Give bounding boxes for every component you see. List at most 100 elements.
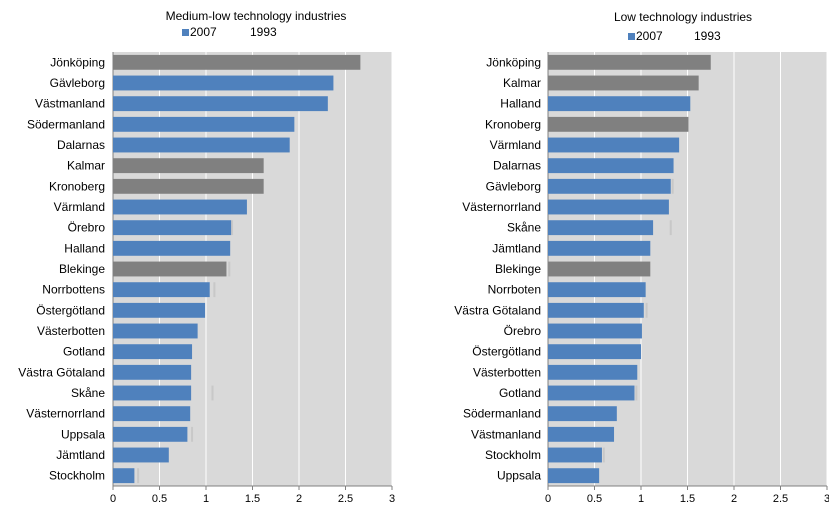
x-tick-label: 0 bbox=[545, 493, 551, 505]
category-label: Jönköping bbox=[486, 55, 541, 69]
x-tick-label: 2 bbox=[731, 493, 737, 505]
bar-1993 bbox=[213, 282, 216, 298]
bar-2007 bbox=[113, 447, 169, 463]
x-tick-label: 2.5 bbox=[338, 493, 353, 505]
chart-title: Low technology industries bbox=[614, 10, 752, 24]
category-label: Gotland bbox=[63, 345, 105, 359]
bar-2007 bbox=[113, 385, 192, 401]
category-label: Östergötland bbox=[472, 345, 541, 359]
bar-2007 bbox=[113, 158, 264, 174]
bar-2007 bbox=[113, 96, 328, 112]
x-tick-label: 1.5 bbox=[680, 493, 695, 505]
legend-label-2007: 2007 bbox=[636, 29, 663, 43]
category-label: Västernorrland bbox=[462, 200, 541, 214]
bar-2007 bbox=[548, 75, 699, 91]
category-label: Dalarnas bbox=[493, 159, 541, 173]
bar-2007 bbox=[113, 426, 188, 442]
x-tick-label: 1.5 bbox=[245, 493, 260, 505]
bar-2007 bbox=[548, 406, 617, 422]
category-label: Dalarnas bbox=[57, 138, 105, 152]
bar-1993 bbox=[228, 261, 231, 277]
bar-2007 bbox=[113, 344, 193, 360]
bar-2007 bbox=[113, 302, 206, 318]
category-label: Södermanland bbox=[27, 117, 105, 131]
category-label: Västernorrland bbox=[26, 407, 105, 421]
bar-1993 bbox=[635, 385, 638, 401]
bar-2007 bbox=[113, 199, 247, 215]
bar-2007 bbox=[548, 302, 644, 318]
x-tick-label: 2.5 bbox=[773, 493, 788, 505]
category-label: Skåne bbox=[71, 386, 105, 400]
category-label: Östergötland bbox=[36, 303, 105, 317]
legend-label-1993: 1993 bbox=[250, 25, 277, 39]
bar-2007 bbox=[548, 240, 651, 256]
bar-2007 bbox=[548, 96, 691, 112]
bar-2007 bbox=[548, 385, 635, 401]
category-label: Halland bbox=[500, 97, 541, 111]
category-label: Skåne bbox=[507, 221, 541, 235]
bar-2007 bbox=[113, 364, 192, 380]
category-label: Södermanland bbox=[463, 407, 541, 421]
bar-2007 bbox=[548, 468, 600, 484]
bar-2007 bbox=[113, 116, 295, 132]
category-label: Gävleborg bbox=[50, 76, 105, 90]
bar-1993 bbox=[602, 447, 605, 463]
category-label: Uppsala bbox=[61, 427, 105, 441]
legend-label-1993: 1993 bbox=[694, 29, 721, 43]
legend-swatch-1993 bbox=[684, 33, 691, 40]
legend-swatch-2007 bbox=[182, 29, 189, 36]
category-label: Kalmar bbox=[67, 159, 105, 173]
bar-1993 bbox=[191, 426, 194, 442]
category-label: Gotland bbox=[499, 386, 541, 400]
bar-2007 bbox=[113, 240, 231, 256]
category-label: Norrboten bbox=[488, 283, 541, 297]
category-label: Jönköping bbox=[50, 55, 105, 69]
category-label: Blekinge bbox=[59, 262, 105, 276]
x-tick-label: 3 bbox=[389, 493, 395, 505]
chart-title: Medium-low technology industries bbox=[166, 9, 347, 23]
bar-2007 bbox=[113, 406, 191, 422]
category-label: Örebro bbox=[504, 324, 542, 338]
category-label: Uppsala bbox=[497, 469, 541, 483]
bar-2007 bbox=[548, 220, 654, 236]
x-tick-label: 2 bbox=[296, 493, 302, 505]
bar-2007 bbox=[548, 137, 680, 153]
bar-2007 bbox=[548, 54, 711, 70]
legend-swatch-1993 bbox=[240, 29, 247, 36]
category-label: Jämtland bbox=[492, 241, 541, 255]
bar-2007 bbox=[113, 54, 361, 70]
bar-2007 bbox=[548, 158, 674, 174]
bar-2007 bbox=[113, 323, 198, 339]
category-label: Västerbotten bbox=[37, 324, 105, 338]
category-label: Halland bbox=[64, 241, 105, 255]
bar-2007 bbox=[548, 199, 669, 215]
bar-2007 bbox=[548, 116, 689, 132]
x-tick-label: 0 bbox=[110, 493, 116, 505]
bar-1993 bbox=[231, 220, 234, 236]
category-label: Stockholm bbox=[49, 469, 105, 483]
category-label: Västerbotten bbox=[473, 365, 541, 379]
bar-1993 bbox=[645, 302, 648, 318]
x-tick-label: 1 bbox=[203, 493, 209, 505]
category-label: Kronoberg bbox=[485, 117, 541, 131]
bar-1993 bbox=[671, 178, 674, 194]
x-tick-label: 0.5 bbox=[152, 493, 167, 505]
x-tick-label: 1 bbox=[638, 493, 644, 505]
bar-2007 bbox=[113, 261, 227, 277]
bar-1993 bbox=[211, 385, 214, 401]
bar-1993 bbox=[137, 468, 140, 484]
bar-2007 bbox=[548, 447, 602, 463]
category-label: Västmanland bbox=[471, 427, 541, 441]
bar-2007 bbox=[113, 468, 135, 484]
bar-2007 bbox=[548, 344, 641, 360]
bar-2007 bbox=[113, 178, 264, 194]
category-label: Jämtland bbox=[56, 448, 105, 462]
category-label: Västra Götaland bbox=[18, 365, 105, 379]
x-tick-label: 0.5 bbox=[587, 493, 602, 505]
bar-2007 bbox=[548, 364, 638, 380]
category-label: Norrbottens bbox=[42, 283, 105, 297]
bar-2007 bbox=[548, 261, 651, 277]
bar-2007 bbox=[113, 282, 210, 298]
legend-swatch-2007 bbox=[628, 33, 635, 40]
